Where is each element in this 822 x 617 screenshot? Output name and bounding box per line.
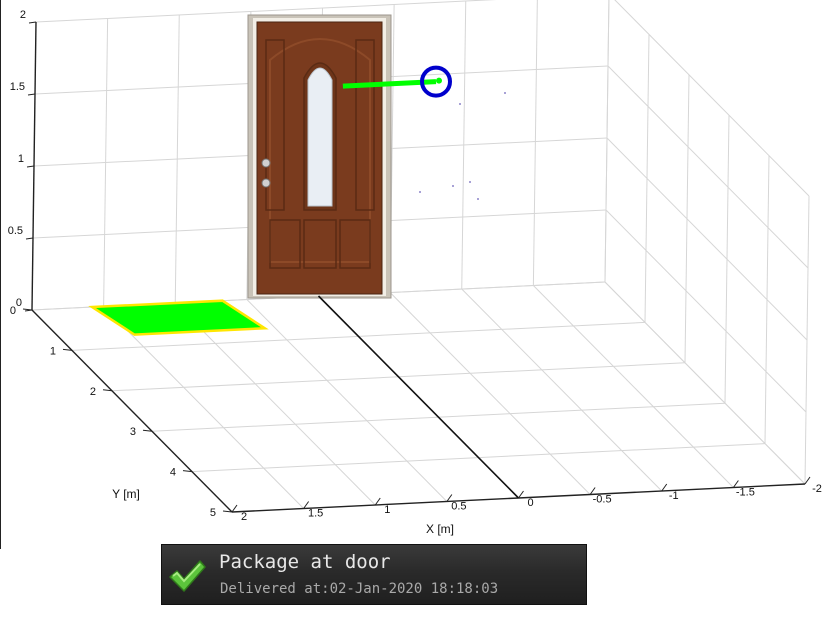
x-tick-mark xyxy=(732,480,739,488)
sensor-noise-point xyxy=(477,198,479,200)
sensor-noise-point xyxy=(459,103,461,105)
wall-grid-line xyxy=(35,0,497,23)
floor-grid-line xyxy=(246,299,448,502)
x-tick-mark xyxy=(804,476,811,485)
plot-area: 0 0.5 1 1.5 2 0 1 2 3 4 5 2 1.5 1 0.5 0 -0.5 -1 -1.5 -2 X [m… xyxy=(0,0,822,549)
x-tick-label: -2 xyxy=(812,483,822,495)
x-tick-mark xyxy=(374,497,381,506)
z-tick-label: 2 xyxy=(20,9,26,21)
y-tick-label: 1 xyxy=(50,345,56,357)
notification-subtitle: Delivered at:02-Jan-2020 18:18:03 xyxy=(220,581,499,597)
x-tick-label: 1 xyxy=(384,504,390,516)
floor-grid-line xyxy=(533,285,734,488)
z-tick-mark xyxy=(28,21,37,24)
x-tick-label: -1.5 xyxy=(736,487,755,499)
grid-lines xyxy=(31,0,810,513)
package-marker-ring xyxy=(420,65,452,98)
door-lower-panel xyxy=(269,219,301,269)
y-tick-mark xyxy=(142,429,153,432)
floor-grid-line xyxy=(174,302,376,506)
x-tick-mark xyxy=(518,490,524,499)
z-tick-mark xyxy=(25,237,34,240)
figure-left-border xyxy=(0,0,1,549)
y-tick-mark xyxy=(62,348,73,351)
side-grid-line xyxy=(604,281,806,485)
check-icon xyxy=(169,560,206,592)
tick-labels: 0 0.5 1 1.5 2 0 1 2 3 4 5 2 1.5 1 0.5 0 -0.5 -1 -1.5 -2 xyxy=(8,9,822,523)
z-tick-label: 1.5 xyxy=(10,81,25,93)
floor-grid-line xyxy=(389,292,591,495)
y-tick-label: 2 xyxy=(90,386,96,398)
floor-grid-line xyxy=(103,306,304,509)
z-tick-label: 1 xyxy=(18,153,24,165)
center-floor-line xyxy=(317,295,520,499)
x-axis-label: X [m] xyxy=(426,522,454,536)
door-lower-panel xyxy=(303,219,337,269)
y-tick-label: 3 xyxy=(130,426,136,438)
side-grid-line xyxy=(606,137,808,341)
side-grid-line xyxy=(607,65,809,269)
wall-grid-line xyxy=(532,0,538,286)
delivery-zone-mat xyxy=(88,299,269,336)
y-tick-mark xyxy=(22,308,33,311)
door-side-panel xyxy=(265,39,285,211)
y-axis-label: Y [m] xyxy=(112,487,140,501)
floor-grid-line xyxy=(461,288,663,492)
x-tick-mark xyxy=(661,483,668,492)
x-tick-label: 1.5 xyxy=(308,508,323,520)
door-lock xyxy=(261,178,271,188)
side-grid-line xyxy=(605,209,807,413)
z-tick-mark xyxy=(26,165,35,168)
door-lower-panel xyxy=(339,219,371,269)
sensor-noise-point xyxy=(452,185,454,187)
y-tick-label: 0 xyxy=(10,305,16,317)
x-tick-label: -0.5 xyxy=(593,494,612,506)
y-tick-label: 5 xyxy=(210,507,216,519)
side-grid-line xyxy=(604,0,610,283)
chart-3d: 0 0.5 1 1.5 2 0 1 2 3 4 5 2 1.5 1 0.5 0 -0.5 -1 -1.5 -2 X [m… xyxy=(8,0,822,536)
x-tick-label: -1 xyxy=(669,490,679,502)
side-grid-line xyxy=(614,0,810,197)
sensor-noise-point xyxy=(419,191,421,193)
delivery-notification[interactable]: Package at door Delivered at:02-Jan-2020… xyxy=(161,544,587,605)
x-tick-label: 0.5 xyxy=(451,501,466,513)
y-tick-mark xyxy=(182,470,193,473)
door-window-glass xyxy=(307,67,333,207)
door-object xyxy=(247,14,392,299)
package-point xyxy=(436,77,442,84)
notification-title: Package at door xyxy=(219,551,391,573)
x-tick-mark xyxy=(303,501,310,509)
x-tick-label: 2 xyxy=(241,511,247,523)
y-tick-label: 4 xyxy=(170,467,176,479)
sensor-noise-point xyxy=(469,181,471,183)
y-axis-line xyxy=(31,309,233,513)
door-arch-panel xyxy=(269,38,371,263)
x-tick-label: 0 xyxy=(527,497,533,509)
door-knob xyxy=(261,158,271,168)
z-tick-label: 0 xyxy=(16,297,22,309)
z-tick-label: 0.5 xyxy=(8,225,23,237)
y-tick-mark xyxy=(222,510,233,513)
door-side-panel xyxy=(355,39,375,211)
y-tick-mark xyxy=(102,389,113,392)
sensor-noise-point xyxy=(504,92,506,94)
z-tick-mark xyxy=(27,93,36,96)
x-tick-mark xyxy=(231,504,238,513)
x-tick-mark xyxy=(589,487,596,495)
x-tick-mark xyxy=(446,494,453,502)
